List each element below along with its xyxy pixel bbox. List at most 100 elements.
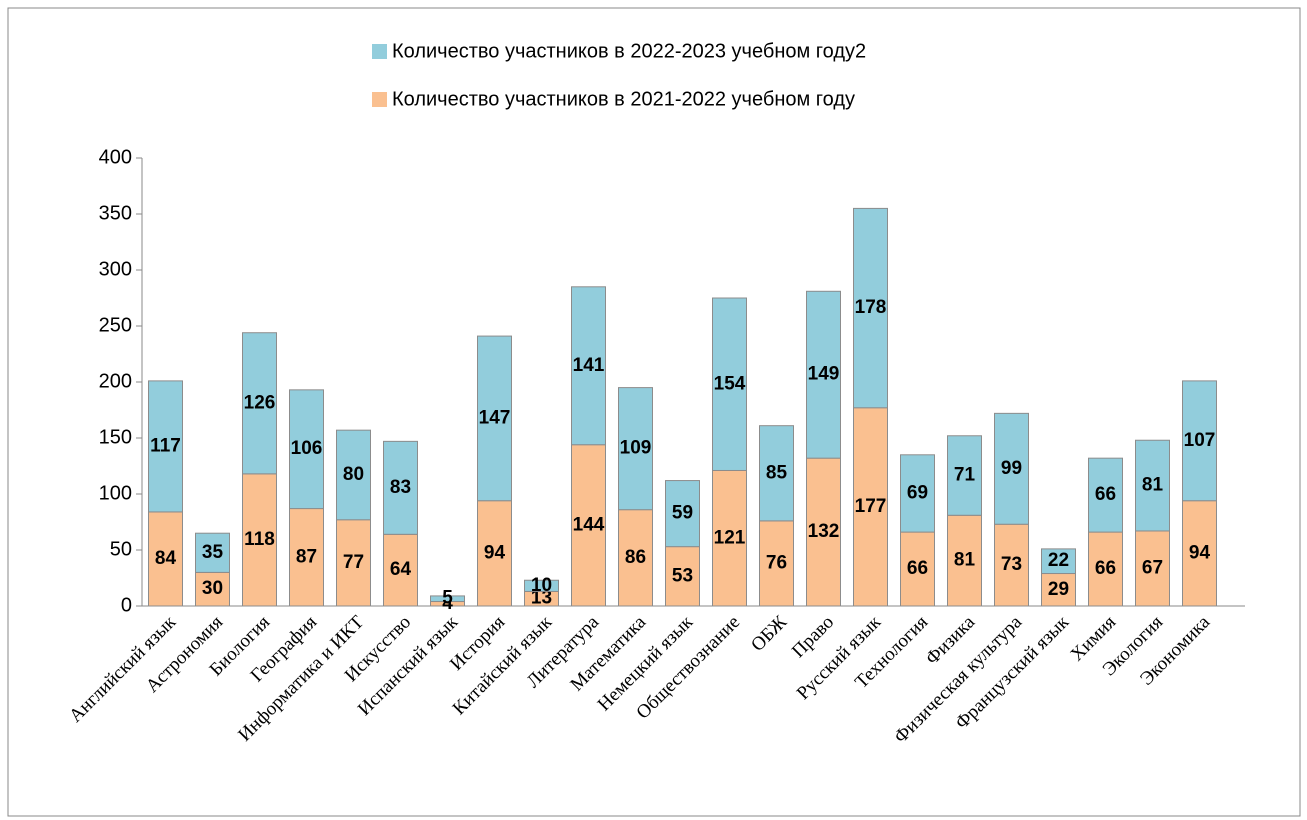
- y-tick-label: 150: [99, 426, 132, 448]
- bar-segment: [289, 508, 324, 607]
- y-tick-label: 300: [99, 258, 132, 280]
- bar-segment: [759, 425, 794, 522]
- data-label: 144: [573, 514, 605, 535]
- data-label: 83: [390, 477, 411, 498]
- bar-segment: [947, 435, 982, 516]
- bar-segment: [242, 332, 277, 475]
- legend-swatch: [372, 92, 387, 107]
- data-label: 81: [954, 550, 976, 571]
- bar-segment: [195, 532, 230, 573]
- data-label: 109: [620, 438, 652, 459]
- bar-segment: [336, 429, 371, 521]
- bar-segment: [1088, 531, 1123, 607]
- data-label: 59: [672, 503, 693, 524]
- data-label: 86: [625, 547, 646, 568]
- bar-segment: [148, 511, 183, 607]
- data-label: 53: [672, 565, 693, 586]
- data-label: 132: [808, 521, 840, 542]
- bar-segment: [477, 335, 512, 502]
- bar-segment: [618, 509, 653, 607]
- bar-segment: [947, 514, 982, 607]
- data-label: 99: [1001, 458, 1022, 479]
- data-label: 107: [1184, 430, 1216, 451]
- data-label: 121: [714, 527, 746, 548]
- data-label: 149: [808, 364, 840, 385]
- bar-segment: [618, 387, 653, 511]
- data-label: 80: [343, 464, 364, 485]
- bar-segment: [383, 533, 418, 607]
- data-label: 106: [291, 438, 323, 459]
- legend-swatch: [372, 44, 387, 59]
- data-label: 66: [1095, 558, 1116, 579]
- data-label: 117: [150, 435, 181, 456]
- y-tick-label: 200: [99, 370, 132, 392]
- bar-segment: [430, 595, 465, 603]
- y-tick-label: 400: [99, 146, 132, 168]
- data-label: 66: [1095, 484, 1116, 505]
- bar-segment: [900, 531, 935, 607]
- bar-segment: [336, 519, 371, 607]
- bar-segment: [665, 546, 700, 607]
- data-label: 94: [484, 542, 506, 563]
- data-label: 147: [479, 407, 511, 428]
- data-label: 177: [855, 496, 887, 517]
- data-label: 126: [244, 392, 276, 413]
- data-label: 4: [442, 593, 453, 614]
- bar-segment: [853, 407, 888, 607]
- y-tick-label: 100: [99, 482, 132, 504]
- chart-border: [7, 7, 1301, 817]
- data-label: 30: [202, 578, 223, 599]
- data-label: 73: [1001, 554, 1022, 575]
- data-label: 13: [531, 588, 552, 609]
- y-tick-label: 0: [121, 594, 132, 616]
- bar-segment: [853, 207, 888, 409]
- legend-label: Количество участников в 2022-2023 учебно…: [392, 40, 866, 62]
- bar-segment: [289, 389, 324, 510]
- data-label: 154: [714, 373, 746, 394]
- data-label: 10: [531, 575, 552, 596]
- data-label: 22: [1048, 550, 1069, 571]
- data-label: 77: [343, 552, 364, 573]
- data-label: 85: [766, 462, 788, 483]
- bar-segment: [1041, 573, 1076, 607]
- data-label: 64: [390, 559, 412, 580]
- bar-segment: [242, 473, 277, 607]
- bar-segment: [712, 469, 747, 607]
- bar-segment: [383, 440, 418, 535]
- bar-segment: [665, 480, 700, 548]
- bar-segment: [1182, 380, 1217, 502]
- data-label: 69: [907, 482, 928, 503]
- data-label: 94: [1189, 542, 1211, 563]
- y-tick-label: 250: [99, 314, 132, 336]
- y-tick-label: 350: [99, 202, 132, 224]
- bar-segment: [148, 380, 183, 513]
- bar-segment: [806, 290, 841, 459]
- bar-segment: [1135, 530, 1170, 607]
- bar-segment: [900, 454, 935, 533]
- bar-segment: [1041, 548, 1076, 575]
- data-label: 178: [855, 297, 887, 318]
- data-label: 5: [442, 588, 453, 609]
- data-label: 66: [907, 558, 928, 579]
- bar-segment: [1135, 439, 1170, 532]
- data-label: 87: [296, 546, 317, 567]
- data-label: 118: [244, 529, 275, 550]
- bar-segment: [571, 444, 606, 607]
- data-label: 81: [1142, 475, 1164, 496]
- bar-segment: [759, 520, 794, 607]
- bar-segment: [195, 571, 230, 607]
- legend-label: Количество участников в 2021-2022 учебно…: [392, 88, 855, 110]
- bar-segment: [994, 523, 1029, 607]
- data-label: 141: [573, 355, 605, 376]
- data-label: 35: [202, 542, 224, 563]
- data-label: 84: [155, 548, 177, 569]
- bar-segment: [1088, 457, 1123, 533]
- bar-segment: [571, 286, 606, 446]
- bar-segment: [994, 412, 1029, 525]
- bar-segment: [477, 500, 512, 607]
- data-label: 76: [766, 552, 787, 573]
- bar-segment: [712, 297, 747, 471]
- data-label: 67: [1142, 557, 1163, 578]
- y-tick-label: 50: [110, 538, 132, 560]
